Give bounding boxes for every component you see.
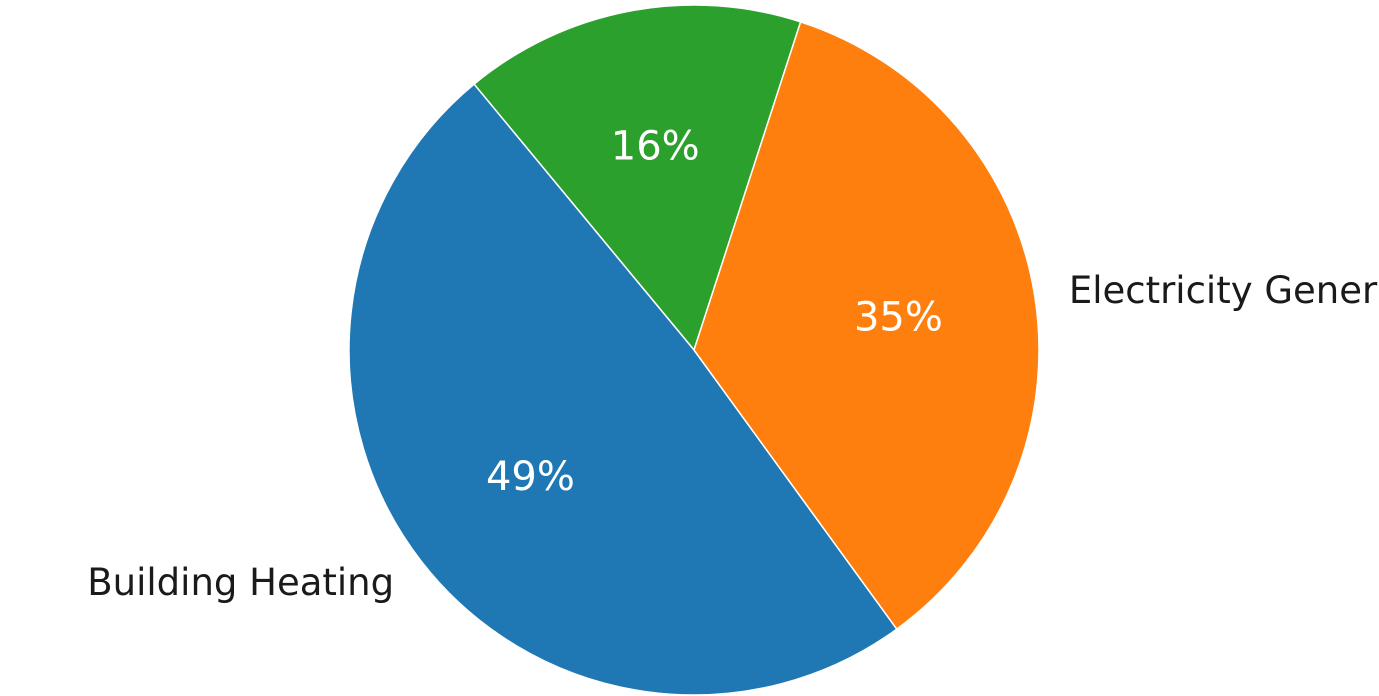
pie-category-label-electricity-generation: Electricity Generation xyxy=(1069,269,1379,312)
pie-slices xyxy=(348,4,1040,696)
pie-slice-industrial xyxy=(473,4,802,352)
pie-category-label-building-heating: Building Heating xyxy=(87,561,394,604)
pie-slice-building-heating xyxy=(348,83,898,696)
pie-slice-electricity-generation xyxy=(693,20,1040,631)
pie-labels: 16%Industrial49%Building Heating35%Elect… xyxy=(87,124,1379,604)
pie-percent-label-building-heating: 49% xyxy=(486,454,575,500)
pie-percent-label-electricity-generation: 35% xyxy=(854,295,943,341)
pie-percent-label-industrial: 16% xyxy=(611,124,700,170)
